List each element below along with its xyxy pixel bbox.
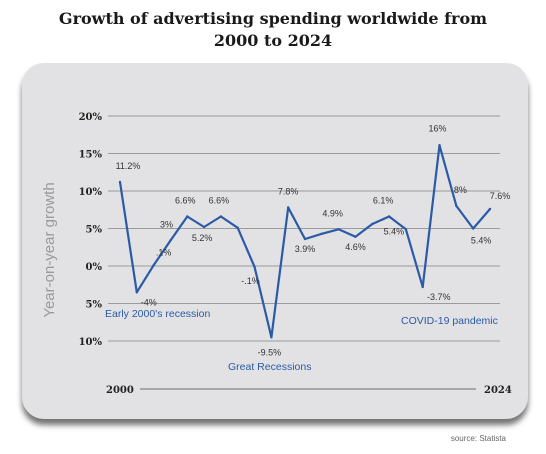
y-tick-label: 10%: [79, 187, 103, 198]
data-point: [320, 232, 324, 235]
y-tick-label: 15%: [79, 150, 103, 161]
point-label: 6.1%: [373, 196, 394, 206]
x-start-label: 2000: [106, 385, 134, 396]
point-label: 3%: [160, 220, 173, 230]
point-label: 4.6%: [345, 242, 366, 252]
y-tick-label: 10%: [79, 337, 103, 348]
data-point: [438, 144, 441, 147]
data-point: [471, 227, 475, 230]
annotations: Early 2000's recession Great Recessions CO…: [105, 308, 498, 373]
data-point: [421, 285, 424, 289]
point-label: 3.9%: [295, 244, 316, 254]
chart-title-line-2: 2000 to 2024: [213, 31, 333, 50]
data-point: [286, 206, 290, 209]
point-label: 16%: [429, 123, 447, 133]
chart-card: [22, 63, 528, 419]
x-axis: 2000 2024: [106, 385, 512, 396]
series-layer: [118, 144, 492, 339]
data-point: [371, 222, 374, 226]
data-point: [202, 225, 206, 229]
point-label: 11.2%: [116, 161, 141, 171]
y-tick-label: 20%: [79, 112, 103, 123]
data-point: [169, 239, 172, 242]
data-point: [337, 228, 340, 231]
point-label: 8%: [454, 185, 467, 195]
annotation-label: Early 2000's recession: [105, 308, 210, 320]
point-label: 6.6%: [209, 196, 230, 206]
chart-title-line-1: Growth of advertising spending worldwide…: [58, 9, 488, 28]
data-point: [219, 215, 223, 218]
y-tick-label: 5%: [86, 225, 103, 236]
point-label: -9.5%: [258, 347, 282, 357]
data-point: [455, 204, 458, 208]
data-point: [186, 215, 189, 218]
point-label: 5.4%: [384, 226, 405, 236]
data-point: [135, 291, 139, 294]
point-label: 5.2%: [192, 233, 213, 243]
point-label: -3.7%: [427, 292, 451, 302]
data-point: [303, 237, 307, 241]
data-point: [270, 336, 273, 339]
point-label: 7.8%: [278, 187, 299, 197]
point-label: 5.4%: [471, 236, 492, 246]
point-label: .1%: [156, 247, 172, 257]
chart-title: Growth of advertising spending worldwide…: [0, 8, 546, 52]
point-label: -.1%: [241, 276, 260, 286]
point-label: 4.9%: [322, 208, 343, 218]
point-label: 7.6%: [490, 191, 511, 201]
annotation-label: COVID-19 pandemic: [401, 315, 498, 327]
x-end-label: 2024: [484, 385, 512, 396]
y-tick-labels: 20% 15% 10% 5% 0% 5% 10%: [79, 112, 103, 348]
data-point: [152, 264, 155, 267]
y-tick-label: 5%: [86, 300, 103, 311]
point-labels: 11.2% -4% .1% 3% 6.6% 5.2% 6.6% -.1% -9.5% 7.8% 3.…: [116, 123, 511, 357]
point-label: 6.6%: [175, 196, 196, 206]
y-axis-label: Year-on-year growth: [41, 182, 58, 317]
data-point: [488, 207, 492, 211]
data-point: [354, 235, 357, 238]
data-point: [253, 265, 256, 268]
annotation-label: Great Recessions: [228, 361, 311, 373]
y-tick-label: 0%: [86, 262, 103, 273]
data-point: [387, 215, 391, 218]
point-label: -4%: [141, 297, 157, 307]
grid-layer: [108, 115, 500, 342]
data-point: [118, 180, 122, 184]
source-note: source: Statista: [450, 434, 506, 443]
data-point: [404, 228, 408, 231]
data-point: [236, 226, 239, 229]
